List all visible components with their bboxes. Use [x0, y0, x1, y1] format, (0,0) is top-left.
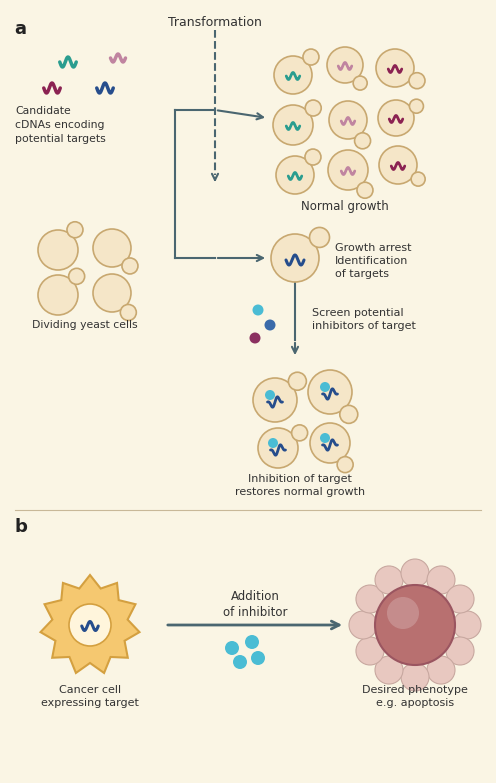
Circle shape: [320, 433, 330, 443]
Circle shape: [121, 305, 136, 320]
Circle shape: [356, 637, 384, 665]
Circle shape: [320, 382, 330, 392]
Circle shape: [376, 49, 414, 87]
Polygon shape: [41, 575, 139, 673]
Circle shape: [271, 234, 319, 282]
Circle shape: [401, 559, 429, 587]
Circle shape: [276, 156, 314, 194]
Circle shape: [67, 222, 83, 238]
Circle shape: [375, 656, 403, 684]
Circle shape: [93, 229, 131, 267]
Circle shape: [310, 227, 329, 247]
Circle shape: [245, 635, 259, 649]
Circle shape: [427, 566, 455, 594]
Circle shape: [225, 641, 239, 655]
Text: Candidate
cDNAs encoding
potential targets: Candidate cDNAs encoding potential targe…: [15, 106, 106, 144]
Circle shape: [387, 597, 419, 629]
Circle shape: [327, 47, 363, 83]
Circle shape: [446, 585, 474, 613]
Circle shape: [38, 275, 78, 315]
Circle shape: [409, 73, 425, 88]
Circle shape: [288, 372, 307, 390]
Circle shape: [69, 604, 111, 646]
Circle shape: [233, 655, 247, 669]
Circle shape: [401, 663, 429, 691]
Text: Screen potential
inhibitors of target: Screen potential inhibitors of target: [312, 308, 416, 330]
Circle shape: [328, 150, 368, 190]
Text: Growth arrest
Identification
of targets: Growth arrest Identification of targets: [335, 243, 412, 279]
Circle shape: [353, 76, 367, 90]
Circle shape: [274, 56, 312, 94]
Text: Desired phenotype
e.g. apoptosis: Desired phenotype e.g. apoptosis: [362, 685, 468, 708]
Circle shape: [453, 611, 481, 639]
Circle shape: [305, 149, 321, 165]
Text: b: b: [14, 518, 27, 536]
Circle shape: [258, 428, 298, 468]
Circle shape: [268, 438, 278, 448]
Circle shape: [375, 566, 403, 594]
Circle shape: [340, 406, 358, 424]
Circle shape: [292, 425, 308, 441]
Circle shape: [337, 456, 353, 473]
Text: Addition
of inhibitor: Addition of inhibitor: [223, 590, 287, 619]
Circle shape: [357, 182, 373, 198]
Circle shape: [356, 585, 384, 613]
Circle shape: [264, 319, 275, 330]
Circle shape: [427, 656, 455, 684]
Text: a: a: [14, 20, 26, 38]
Circle shape: [329, 101, 367, 139]
Circle shape: [251, 651, 265, 665]
Circle shape: [38, 230, 78, 270]
Circle shape: [122, 258, 138, 274]
Circle shape: [355, 133, 371, 149]
Circle shape: [411, 172, 425, 186]
Circle shape: [265, 390, 275, 400]
Circle shape: [249, 333, 260, 344]
Circle shape: [93, 274, 131, 312]
Circle shape: [375, 585, 455, 665]
Text: Cancer cell
expressing target: Cancer cell expressing target: [41, 685, 139, 708]
Circle shape: [253, 378, 297, 422]
Circle shape: [446, 637, 474, 665]
Circle shape: [310, 423, 350, 463]
Text: Dividing yeast cells: Dividing yeast cells: [32, 320, 138, 330]
Text: Normal growth: Normal growth: [301, 200, 389, 213]
Circle shape: [409, 99, 424, 114]
Circle shape: [305, 100, 321, 116]
Circle shape: [379, 146, 417, 184]
Circle shape: [252, 305, 263, 316]
Circle shape: [349, 611, 377, 639]
Circle shape: [378, 100, 414, 136]
Circle shape: [273, 105, 313, 145]
Circle shape: [308, 370, 352, 414]
Text: Inhibition of target
restores normal growth: Inhibition of target restores normal gro…: [235, 474, 365, 497]
Circle shape: [68, 269, 85, 284]
Circle shape: [303, 49, 319, 65]
Text: Transformation: Transformation: [168, 16, 262, 29]
